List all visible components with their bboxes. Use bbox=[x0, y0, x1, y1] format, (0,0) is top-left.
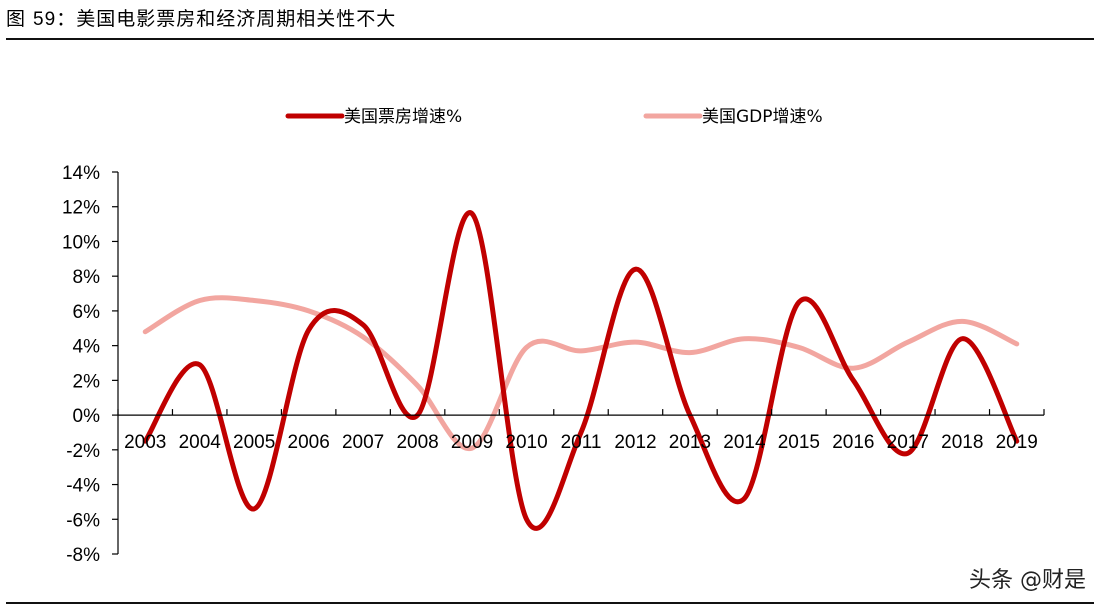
top-rule bbox=[6, 38, 1094, 40]
legend: 美国票房增速% 美国GDP增速% bbox=[285, 107, 823, 127]
y-tick-label: 0% bbox=[73, 406, 101, 427]
x-tick-label: 2011 bbox=[561, 432, 602, 453]
y-tick-label: -8% bbox=[66, 545, 100, 566]
figure-title-prefix: 图 bbox=[6, 8, 34, 30]
x-tick-label: 2007 bbox=[342, 432, 384, 453]
y-tick-label: 4% bbox=[73, 337, 101, 358]
y-tick-label: 10% bbox=[62, 232, 100, 253]
y-tick-label: 6% bbox=[73, 302, 101, 323]
x-tick-label: 2004 bbox=[179, 432, 222, 453]
x-tick-label: 2015 bbox=[778, 432, 820, 453]
x-tick-label: 2019 bbox=[996, 432, 1038, 453]
x-tick-label: 2005 bbox=[233, 432, 275, 453]
figure-number: 59 bbox=[33, 9, 57, 30]
x-tick-label: 2018 bbox=[941, 432, 983, 453]
y-tick-label: -2% bbox=[66, 441, 100, 462]
y-tick-label: 8% bbox=[73, 267, 101, 288]
x-tick-label: 2010 bbox=[505, 432, 547, 453]
x-axis: 2003 2004 2005 2006 2007 2008 2009 2010 2011 2012… bbox=[117, 409, 1045, 453]
x-tick-label: 2014 bbox=[723, 432, 766, 453]
x-tick-label: 2012 bbox=[614, 432, 656, 453]
y-tick-label: 12% bbox=[62, 198, 100, 219]
y-tick-label: -6% bbox=[66, 510, 100, 531]
bottom-rule bbox=[6, 602, 1094, 604]
y-axis: -8% -6% -4% -2% 0% 2% 4% 6% 8% 10% 12% 14% bbox=[62, 163, 119, 566]
x-tick-label: 2009 bbox=[451, 432, 493, 453]
x-tick-label: 2017 bbox=[887, 432, 929, 453]
figure-title: 图 59：美国电影票房和经济周期相关性不大 bbox=[6, 4, 396, 31]
y-tick-label: -4% bbox=[66, 476, 100, 497]
series-line-1 bbox=[142, 295, 1020, 451]
series-layer bbox=[142, 210, 1020, 531]
legend-label-1: 美国GDP增速% bbox=[702, 107, 823, 127]
x-tick-label: 2003 bbox=[124, 432, 166, 453]
x-tick-label: 2008 bbox=[396, 432, 438, 453]
watermark: 头条 @财是 bbox=[969, 568, 1086, 593]
y-tick-label: 2% bbox=[73, 371, 101, 392]
legend-label-0: 美国票房增速% bbox=[344, 107, 462, 127]
series-line-0 bbox=[142, 210, 1020, 531]
x-tick-label: 2016 bbox=[832, 432, 874, 453]
x-tick-label: 2006 bbox=[288, 432, 330, 453]
y-tick-label: 14% bbox=[62, 163, 100, 184]
x-tick-label: 2013 bbox=[669, 432, 711, 453]
figure-title-text: ：美国电影票房和经济周期相关性不大 bbox=[56, 8, 397, 30]
